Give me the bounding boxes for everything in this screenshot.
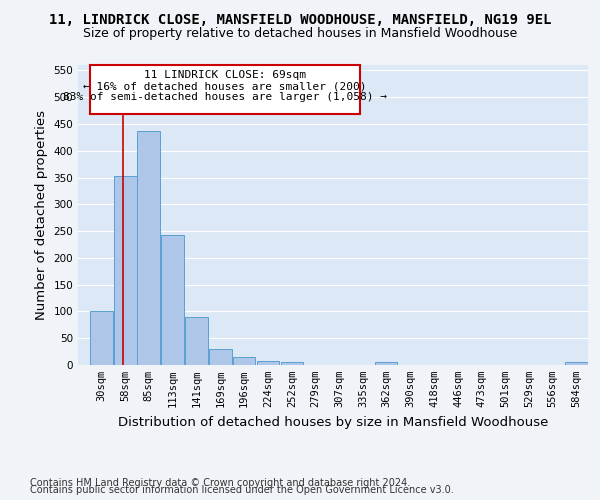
Text: 11 LINDRICK CLOSE: 69sqm: 11 LINDRICK CLOSE: 69sqm: [144, 70, 306, 81]
Text: 83% of semi-detached houses are larger (1,058) →: 83% of semi-detached houses are larger (…: [63, 92, 387, 102]
Text: 11, LINDRICK CLOSE, MANSFIELD WOODHOUSE, MANSFIELD, NG19 9EL: 11, LINDRICK CLOSE, MANSFIELD WOODHOUSE,…: [49, 12, 551, 26]
Bar: [209, 349, 232, 365]
Bar: [161, 235, 184, 365]
Bar: [257, 360, 279, 365]
Text: Size of property relative to detached houses in Mansfield Woodhouse: Size of property relative to detached ho…: [83, 28, 517, 40]
X-axis label: Distribution of detached houses by size in Mansfield Woodhouse: Distribution of detached houses by size …: [118, 416, 548, 428]
Bar: [91, 312, 113, 365]
Bar: [115, 176, 137, 365]
Bar: [375, 362, 397, 365]
Bar: [233, 357, 255, 365]
Bar: [137, 131, 160, 365]
Text: ← 16% of detached houses are smaller (200): ← 16% of detached houses are smaller (20…: [83, 81, 367, 91]
Bar: [185, 317, 208, 365]
Y-axis label: Number of detached properties: Number of detached properties: [35, 110, 48, 320]
Bar: [90, 65, 360, 114]
Bar: [565, 362, 587, 365]
Text: Contains public sector information licensed under the Open Government Licence v3: Contains public sector information licen…: [30, 485, 454, 495]
Bar: [281, 362, 303, 365]
Text: Contains HM Land Registry data © Crown copyright and database right 2024.: Contains HM Land Registry data © Crown c…: [30, 478, 410, 488]
